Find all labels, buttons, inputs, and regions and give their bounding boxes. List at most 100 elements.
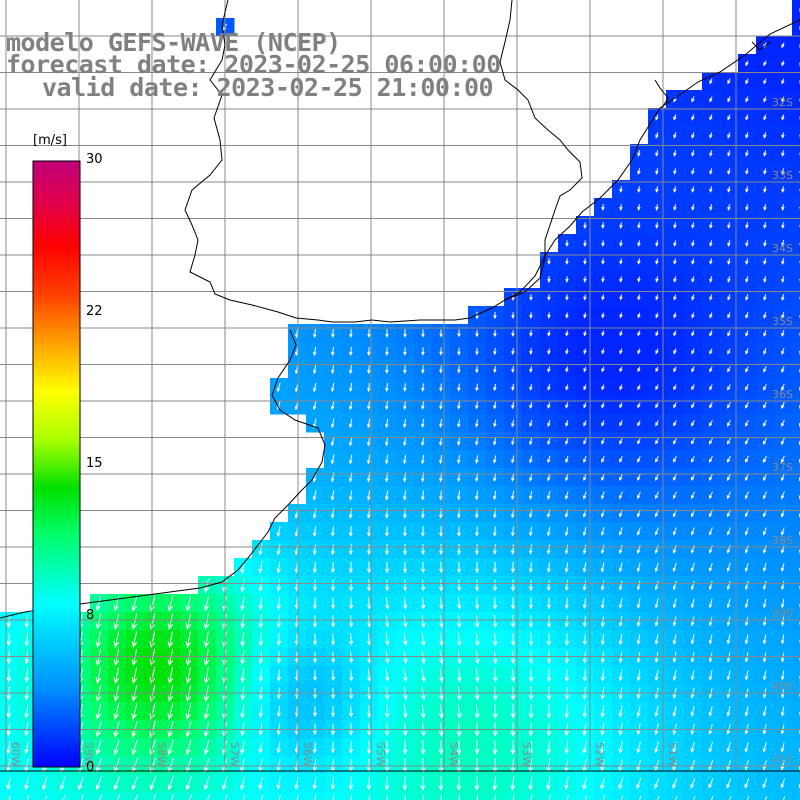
wind-arrow [565, 402, 569, 409]
wind-arrow [167, 739, 174, 756]
wind-cell [306, 792, 325, 800]
wind-arrow [221, 776, 228, 791]
wind-arrow [637, 222, 641, 229]
wind-arrow [673, 240, 677, 247]
wind-arrow [601, 491, 605, 500]
wind-arrow [240, 776, 246, 791]
wind-arrow [529, 419, 533, 428]
wind-arrow [510, 615, 516, 628]
wind-arrow [313, 364, 317, 375]
wind-arrow [403, 526, 407, 537]
wind-arrow [672, 670, 677, 682]
wind-arrow [655, 168, 659, 175]
wind-arrow [349, 382, 353, 393]
wind-arrow [672, 705, 677, 718]
wind-arrow [727, 402, 731, 409]
wind-arrow [781, 222, 785, 229]
wind-arrow [601, 276, 605, 283]
wind-arrow [709, 168, 713, 175]
wind-arrow [421, 454, 425, 465]
wind-arrow [206, 794, 210, 800]
wind-arrow [762, 634, 767, 645]
wind-arrow [188, 794, 192, 800]
wind-arrow [565, 455, 569, 464]
wind-arrow [331, 705, 336, 718]
colorbar-tick-22: 22 [86, 304, 103, 319]
wind-arrow [708, 527, 713, 536]
wind-arrow [95, 667, 102, 685]
wind-cell [792, 504, 800, 523]
wind-arrow [474, 561, 480, 574]
wind-arrow [492, 579, 498, 592]
wind-arrow [385, 454, 389, 465]
wind-arrow [403, 365, 407, 374]
wind-arrow [403, 436, 407, 447]
wind-arrow [403, 383, 407, 392]
wind-arrow [421, 615, 426, 628]
coastline [0, 0, 800, 619]
wind-arrow [421, 365, 425, 374]
wind-arrow [564, 526, 569, 537]
wind-arrow [440, 794, 442, 800]
wind-arrow [296, 795, 299, 800]
wind-arrow [691, 222, 695, 229]
wind-arrow [330, 526, 335, 538]
wind-arrow [691, 330, 695, 337]
wind-arrow [546, 668, 552, 683]
wind-arrow [780, 580, 785, 591]
wind-arrow [6, 740, 11, 755]
wind-arrow [618, 544, 623, 555]
wind-arrow [709, 330, 713, 337]
wind-arrow [727, 168, 731, 175]
wind-arrow [312, 400, 317, 411]
wind-arrow [745, 419, 749, 427]
wind-arrow [439, 615, 444, 629]
wind-arrow [492, 740, 498, 755]
wind-cell [594, 792, 613, 800]
wind-arrow [781, 329, 785, 337]
wind-arrow [152, 794, 157, 800]
wind-cell [792, 0, 800, 19]
wind-cell [792, 666, 800, 685]
wind-arrow [636, 777, 642, 790]
wind-arrow [637, 348, 641, 355]
wind-arrow [474, 668, 480, 683]
wind-arrow [709, 114, 713, 121]
wind-cell [720, 792, 739, 800]
wind-arrow [511, 437, 515, 446]
wind-arrow [745, 258, 749, 265]
wind-arrow [763, 258, 767, 265]
wind-arrow [673, 366, 677, 373]
wind-arrow [744, 670, 749, 681]
wind-arrow [24, 668, 30, 683]
wind-arrow [565, 437, 569, 445]
wind-arrow [690, 759, 696, 772]
wind-arrow [384, 704, 390, 719]
wind-arrow [601, 473, 605, 482]
wind-arrow [547, 348, 551, 355]
wind-arrow [510, 758, 516, 773]
wind-arrow [691, 438, 695, 445]
wind-cell [792, 378, 800, 397]
wind-arrow [528, 579, 533, 592]
wind-arrow [636, 544, 641, 554]
latitude-label: 33S [772, 169, 793, 182]
wind-arrow [583, 348, 587, 355]
wind-cell [234, 792, 253, 800]
wind-arrow [348, 526, 353, 538]
wind-arrow [654, 741, 659, 754]
wind-arrow [583, 258, 587, 265]
wind-arrow [457, 437, 461, 446]
wind-arrow [744, 527, 749, 536]
wind-arrow [763, 401, 767, 409]
wind-arrow [636, 562, 641, 573]
wind-arrow [582, 526, 587, 537]
wind-arrow [636, 759, 642, 772]
wind-arrow [745, 294, 749, 301]
wind-arrow [619, 366, 623, 373]
wind-arrow [762, 527, 767, 536]
wind-arrow [745, 473, 749, 482]
wind-arrow [637, 330, 641, 337]
wind-arrow [457, 490, 461, 501]
